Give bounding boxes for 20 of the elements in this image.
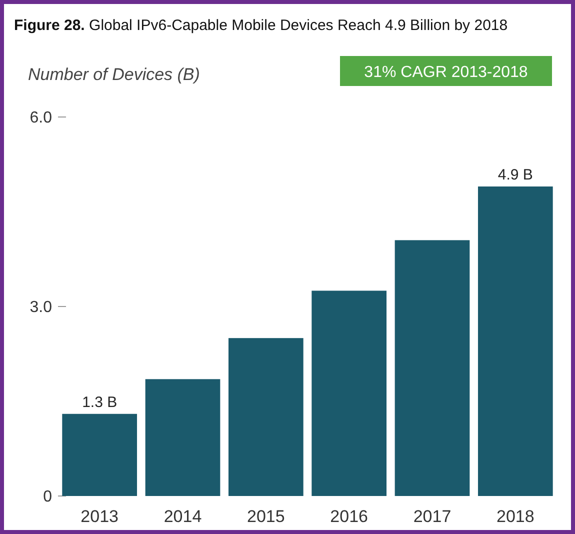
x-tick-label: 2015 — [247, 507, 285, 526]
y-tick-label: 0 — [43, 488, 52, 506]
bar — [228, 338, 304, 496]
data-label: 1.3 B — [82, 394, 118, 411]
y-axis-title: Number of Devices (B) — [28, 65, 200, 84]
x-tick-label: 2017 — [413, 507, 452, 526]
bar — [145, 379, 220, 496]
x-tick-label: 2013 — [80, 507, 118, 526]
y-tick-label: 3.0 — [30, 299, 52, 316]
chart-title: Figure 28. Global IPv6-Capable Mobile Devices Reach 4.9 Billion by 2018 — [14, 17, 508, 34]
x-tick-label: 2016 — [330, 507, 368, 526]
bar — [394, 240, 470, 496]
data-label: 4.9 B — [498, 166, 533, 184]
x-tick-label: 2014 — [164, 507, 202, 526]
text: 31% CAGR 2013-2018 — [364, 64, 528, 81]
bar — [312, 290, 387, 496]
y-tick-label: 6.0 — [30, 110, 52, 127]
x-tick-label: 2018 — [496, 507, 534, 526]
bar — [62, 414, 138, 496]
bar — [478, 186, 553, 496]
